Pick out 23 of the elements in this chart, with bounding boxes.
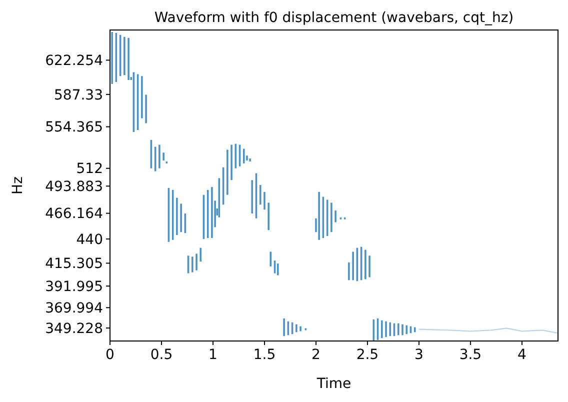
x-tick-label: 3.5 <box>459 347 482 363</box>
x-tick-label: 2 <box>312 347 320 363</box>
y-tick-label: 440 <box>76 232 103 248</box>
y-tick-label: 391.995 <box>45 278 103 295</box>
y-tick-label: 349.228 <box>45 320 103 337</box>
x-axis-title: Time <box>316 376 352 392</box>
y-tick-label: 554.365 <box>45 120 103 136</box>
y-axis-title: Hz <box>10 176 26 194</box>
chart-title: Waveform with f0 displacement (wavebars, cqt_hz) <box>154 10 514 26</box>
x-tick-label: 0.5 <box>150 347 173 363</box>
y-tick-label: 369.994 <box>45 300 104 317</box>
y-tick-label: 622.254 <box>45 53 104 70</box>
y-tick-label: 466.164 <box>45 206 104 222</box>
y-tick-label: 415.305 <box>45 256 103 272</box>
x-tick-label: 2.5 <box>356 347 379 363</box>
y-tick-label: 512 <box>76 161 103 178</box>
x-tick-label: 1.5 <box>253 347 276 363</box>
x-tick-label: 4 <box>517 347 526 363</box>
x-tick-label: 1 <box>208 347 218 363</box>
x-tick-label: 3 <box>414 347 424 363</box>
y-tick-label: 493.883 <box>45 179 103 196</box>
y-tick-label: 587.33 <box>54 87 103 104</box>
x-tick-label: 0 <box>106 347 114 363</box>
